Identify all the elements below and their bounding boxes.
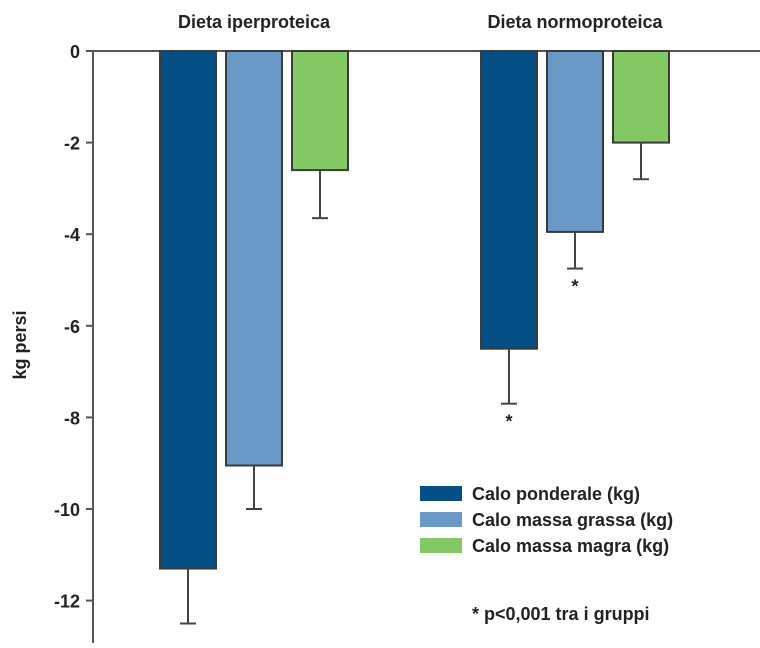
bar [159, 50, 217, 570]
bar [291, 50, 349, 172]
significance-marker: * [571, 277, 578, 297]
legend-label: Calo massa grassa (kg) [472, 510, 673, 530]
y-tick-label: 0 [70, 42, 80, 62]
footnote: * p<0,001 tra i gruppi [472, 604, 650, 624]
category-label: Dieta normoproteica [487, 12, 663, 32]
category-label: Dieta iperproteica [178, 12, 331, 32]
legend-swatch [420, 538, 462, 553]
y-tick-label: -6 [64, 317, 80, 337]
bar [225, 50, 283, 467]
bar [480, 50, 538, 350]
legend-swatch [420, 512, 462, 527]
legend-label: Calo ponderale (kg) [472, 484, 640, 504]
y-axis-label: kg persi [10, 310, 30, 379]
legend-swatch [420, 486, 462, 501]
y-tick-label: -2 [64, 134, 80, 154]
y-tick-label: -4 [64, 225, 80, 245]
bar [546, 50, 604, 233]
y-tick-label: -10 [54, 500, 80, 520]
bar [612, 50, 670, 144]
legend-label: Calo massa magra (kg) [472, 536, 669, 556]
significance-marker: * [505, 412, 512, 432]
y-tick-label: -12 [54, 592, 80, 612]
y-tick-label: -8 [64, 408, 80, 428]
